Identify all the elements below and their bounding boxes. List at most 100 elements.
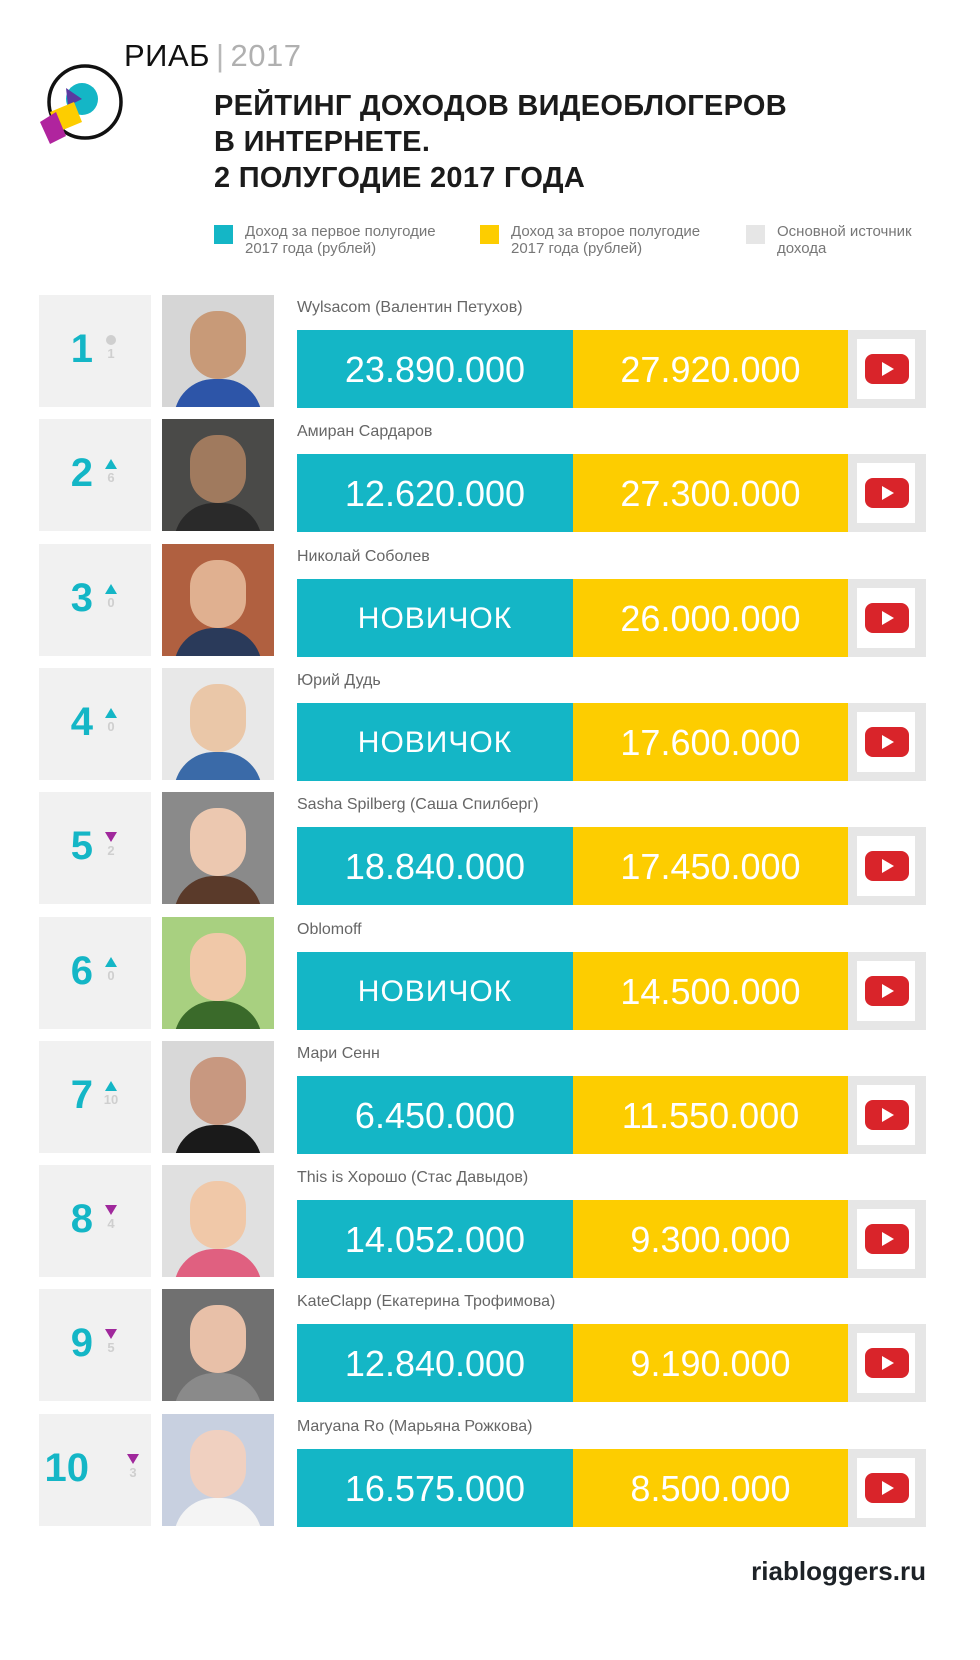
photo-face (190, 1305, 246, 1373)
photo-face (190, 933, 246, 1001)
rank-change: 5 (101, 1329, 121, 1355)
youtube-icon (865, 1473, 909, 1503)
legend-swatch-yellow (480, 225, 499, 244)
rank-change-value: 1 (107, 346, 115, 361)
income-first-half: 23.890.000 (297, 330, 573, 408)
photo-face (190, 684, 246, 752)
rank-up-icon (105, 708, 117, 718)
rank-number: 9 (70, 1321, 93, 1365)
rank-number: 3 (70, 576, 93, 620)
photo-face (190, 808, 246, 876)
ranking-row: 9 5 KateClapp (Екатерина Трофимова) 12.840.… (0, 1289, 980, 1402)
blogger-photo (162, 917, 274, 1029)
ranking-row: 8 4 This is Хорошо (Стас Давыдов) 14.052.00… (0, 1165, 980, 1278)
blogger-name: Oblomoff (297, 921, 362, 938)
rank-change: 10 (101, 1081, 121, 1107)
ranking-row: 7 10 Мари Сенн 6.450.000 11.550.000 (0, 1041, 980, 1154)
rank-change: 0 (101, 584, 121, 610)
income-first-half: 18.840.000 (297, 827, 573, 905)
source-card (857, 712, 915, 772)
photo-body (174, 1498, 262, 1526)
riab-logo-icon (40, 64, 123, 144)
blogger-name: This is Хорошо (Стас Давыдов) (297, 1169, 529, 1186)
income-first-half: НОВИЧОК (297, 703, 573, 781)
play-icon (882, 1232, 894, 1246)
income-second-half: 26.000.000 (573, 579, 848, 657)
photo-body (174, 1125, 262, 1153)
blogger-photo (162, 1165, 274, 1277)
ranking-row: 10 3 Maryana Ro (Марьяна Рожкова) 16.575.00… (0, 1414, 980, 1527)
title-line: РЕЙТИНГ ДОХОДОВ ВИДЕОБЛОГЕРОВ (214, 90, 787, 122)
income-second-half: 11.550.000 (573, 1076, 848, 1154)
income-second-half: 14.500.000 (573, 952, 848, 1030)
rank-change: 6 (101, 459, 121, 485)
income-second-half: 8.500.000 (573, 1449, 848, 1527)
photo-face (190, 311, 246, 379)
legend-item-second-half: Доход за второе полугодие 2017 года (руб… (480, 223, 721, 257)
rank-change: 4 (101, 1205, 121, 1231)
source-card (857, 339, 915, 399)
legend: Доход за первое полугодие 2017 года (руб… (214, 223, 934, 263)
rank-down-icon (105, 1205, 117, 1215)
rank-down-icon (127, 1454, 139, 1464)
photo-body (174, 628, 262, 656)
blogger-name: Мари Сенн (297, 1045, 380, 1062)
rank-change: 1 (101, 335, 121, 361)
photo-body (174, 1373, 262, 1401)
blogger-photo (162, 419, 274, 531)
income-first-half: 16.575.000 (297, 1449, 573, 1527)
income-source (848, 330, 926, 408)
legend-item-source: Основной источник дохода (746, 223, 937, 257)
title-line: 2 ПОЛУГОДИЕ 2017 ГОДА (214, 162, 586, 194)
blogger-name: Maryana Ro (Марьяна Рожкова) (297, 1418, 533, 1435)
source-card (857, 1458, 915, 1518)
income-first-half: 12.620.000 (297, 454, 573, 532)
source-card (857, 1085, 915, 1145)
page-title: РЕЙТИНГ ДОХОДОВ ВИДЕОБЛОГЕРОВ В ИНТЕРНЕТ… (214, 88, 787, 196)
rank-change-value: 5 (107, 1340, 115, 1355)
youtube-icon (865, 727, 909, 757)
blogger-photo (162, 544, 274, 656)
play-icon (882, 984, 894, 998)
ranking-row: 1 1 Wylsacom (Валентин Петухов) 23.890.000 2… (0, 295, 980, 408)
income-source (848, 1324, 926, 1402)
blogger-name: Юрий Дудь (297, 672, 381, 689)
play-icon (882, 1481, 894, 1495)
rank-change-value: 3 (129, 1465, 137, 1480)
footer-site[interactable]: riabloggers.ru (751, 1556, 926, 1586)
ranking-row: 3 0 Николай Соболев НОВИЧОК 26.000.000 (0, 544, 980, 657)
income-second-half: 9.300.000 (573, 1200, 848, 1278)
photo-body (174, 503, 262, 531)
income-second-half: 17.450.000 (573, 827, 848, 905)
play-icon (882, 486, 894, 500)
rank-up-icon (105, 459, 117, 469)
youtube-icon (865, 603, 909, 633)
rank-change-value: 10 (103, 1092, 119, 1107)
rank-change: 0 (101, 708, 121, 734)
blogger-photo (162, 1414, 274, 1526)
income-first-half: 12.840.000 (297, 1324, 573, 1402)
income-second-half: 9.190.000 (573, 1324, 848, 1402)
rank-number: 7 (70, 1073, 93, 1117)
income-second-half: 17.600.000 (573, 703, 848, 781)
income-source (848, 1449, 926, 1527)
legend-item-first-half: Доход за первое полугодие 2017 года (руб… (214, 223, 455, 257)
rank-box: 10 3 (39, 1414, 151, 1526)
rank-up-icon (105, 1081, 117, 1091)
blogger-name: Wylsacom (Валентин Петухов) (297, 299, 523, 316)
rank-down-icon (105, 1329, 117, 1339)
income-source (848, 454, 926, 532)
rank-number: 5 (70, 824, 93, 868)
income-second-half: 27.300.000 (573, 454, 848, 532)
rank-change: 3 (123, 1454, 143, 1480)
rank-change: 0 (101, 957, 121, 983)
source-card (857, 1209, 915, 1269)
rank-number: 8 (70, 1197, 93, 1241)
youtube-icon (865, 1100, 909, 1130)
photo-face (190, 1181, 246, 1249)
